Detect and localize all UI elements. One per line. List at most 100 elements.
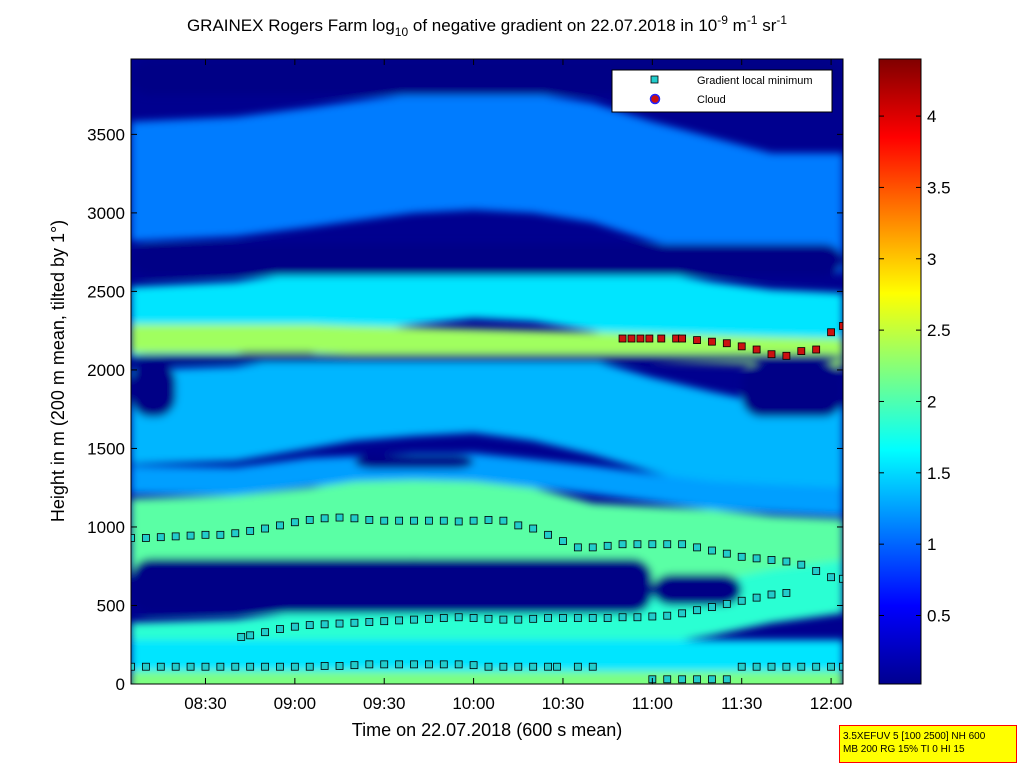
- data-point-s0-25: [499, 662, 508, 671]
- data-point-s3-17: [839, 322, 843, 330]
- data-point-s0-36: [708, 675, 716, 684]
- colorbar-tick-label: 3.5: [927, 178, 951, 197]
- data-point-s1-4: [290, 622, 299, 631]
- colorbar: 0.5 1 1.5 2 2.5 3 3.5 4: [878, 58, 951, 685]
- data-point-s0-10: [276, 662, 284, 671]
- legend: Gradient local minimum Cloud: [611, 69, 833, 113]
- data-point-s2-37: [678, 540, 687, 549]
- data-point-s1-13: [425, 614, 433, 623]
- data-point-s2-18: [395, 516, 404, 525]
- data-point-s0-30: [573, 662, 582, 671]
- data-point-s0-22: [454, 660, 463, 669]
- data-point-s3-11: [752, 345, 761, 354]
- data-point-s1-36: [767, 590, 776, 599]
- data-point-s1-0: [237, 632, 246, 641]
- data-point-s1-7: [335, 619, 344, 628]
- data-point-s0-37: [722, 675, 731, 684]
- data-point-s0-20: [425, 660, 433, 669]
- data-point-s2-7: [231, 529, 240, 538]
- data-point-s1-22: [559, 614, 567, 622]
- data-point-s2-8: [246, 526, 255, 535]
- data-point-s0-5: [201, 662, 210, 671]
- data-point-s3-13: [782, 351, 791, 360]
- data-point-s2-17: [380, 516, 389, 525]
- plot-frame: [130, 58, 844, 685]
- data-point-s2-34: [633, 540, 642, 549]
- data-point-s2-3: [171, 532, 180, 541]
- data-point-s2-23: [469, 516, 478, 525]
- data-point-s2-16: [365, 515, 374, 524]
- info-line-1: 3.5XEFUV 5 [100 2500] NH 600: [843, 731, 986, 742]
- heat-patch-16: [354, 454, 474, 469]
- y-axis-ticks: 0 500 1000 1500 2000 2500 3000 3500: [87, 125, 843, 694]
- legend-box: [611, 69, 833, 113]
- data-point-s1-19: [514, 615, 523, 624]
- data-point-s1-5: [305, 621, 314, 630]
- data-point-s0-8: [246, 662, 255, 671]
- data-point-s1-33: [722, 600, 731, 608]
- heat-band-2: [131, 338, 843, 502]
- data-point-s1-23: [573, 614, 582, 622]
- x-axis-ticks: 08:30 09:00 09:30 10:00 10:30 11:00 11:30 12:00: [184, 59, 852, 713]
- data-point-s0-31: [588, 662, 597, 671]
- data-point-s0-26: [514, 662, 523, 671]
- heat-band-3: [131, 453, 843, 516]
- data-point-s0-45: [839, 662, 843, 671]
- data-point-s1-1: [246, 631, 255, 640]
- y-tick-label: 0: [116, 675, 125, 694]
- data-point-s2-44: [782, 557, 791, 566]
- data-point-s1-16: [469, 614, 478, 622]
- data-point-s2-26: [514, 521, 523, 530]
- data-point-s1-15: [454, 613, 463, 622]
- data-point-s0-24: [484, 662, 493, 671]
- colorbar-tick-label: 4: [927, 107, 936, 126]
- data-point-s1-30: [678, 609, 687, 618]
- data-point-s0-40: [767, 662, 776, 671]
- data-point-s2-21: [439, 516, 448, 525]
- data-point-s2-19: [410, 516, 418, 525]
- data-point-s1-26: [618, 613, 627, 622]
- info-line-2: MB 200 RG 15% TI 0 HI 15: [843, 744, 965, 755]
- data-point-s1-17: [484, 614, 493, 623]
- data-point-s2-9: [261, 524, 269, 533]
- data-point-s0-43: [812, 662, 821, 671]
- data-point-s2-6: [216, 530, 225, 539]
- y-tick-label: 2000: [87, 361, 125, 380]
- heat-patch-12: [131, 362, 176, 418]
- data-point-s2-1: [141, 534, 150, 542]
- data-point-s1-37: [782, 589, 791, 597]
- data-point-s0-6: [216, 662, 225, 671]
- data-point-s1-14: [439, 614, 448, 622]
- data-point-s2-46: [812, 567, 821, 575]
- data-point-s2-39: [708, 546, 716, 555]
- data-point-s1-28: [648, 612, 657, 621]
- data-point-s2-36: [663, 540, 672, 549]
- data-point-s0-35: [693, 675, 701, 684]
- x-tick-label: 10:00: [452, 694, 495, 713]
- data-point-s2-25: [499, 516, 508, 525]
- data-point-s0-18: [395, 660, 404, 669]
- data-point-s1-27: [633, 613, 642, 622]
- data-point-s2-0: [131, 534, 135, 542]
- data-point-s3-9: [722, 339, 731, 348]
- data-point-s1-8: [350, 618, 359, 627]
- data-point-s0-38: [737, 662, 746, 671]
- heat-patch-10: [131, 558, 653, 614]
- colorbar-tick-label: 0.5: [927, 607, 951, 626]
- data-point-s2-12: [305, 515, 314, 524]
- colorbar-gradient: [878, 58, 922, 685]
- data-point-s2-22: [454, 517, 463, 526]
- data-point-s0-17: [380, 660, 389, 669]
- data-point-s1-20: [529, 614, 538, 623]
- data-point-s1-6: [320, 620, 329, 629]
- data-point-s0-13: [320, 662, 329, 670]
- heat-patch-14: [131, 244, 843, 276]
- data-point-s0-9: [261, 662, 269, 671]
- data-point-s3-2: [636, 334, 645, 343]
- colorbar-tick-label: 2.5: [927, 321, 951, 340]
- data-point-s3-3: [645, 334, 654, 343]
- data-point-s2-20: [425, 516, 433, 525]
- data-point-s0-11: [290, 662, 299, 671]
- x-tick-label: 08:30: [184, 694, 227, 713]
